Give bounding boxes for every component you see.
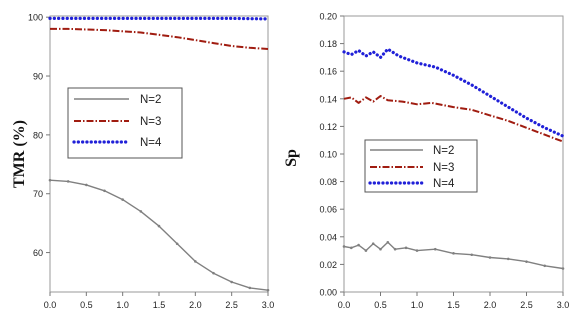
sp-x-tick-label: 0.0 xyxy=(338,300,351,310)
tmr-series-line-n2 xyxy=(49,179,269,291)
tmr-data-point-n2 xyxy=(194,260,197,263)
tmr-x-tick-label: 3.0 xyxy=(262,300,275,310)
tmr-data-point-n2 xyxy=(48,178,52,182)
sp-y-tick-label: 0.06 xyxy=(319,205,337,215)
sp-x-tick-label: 3.0 xyxy=(557,300,570,310)
tmr-data-point-n2 xyxy=(121,198,124,201)
tmr-x-tick-label: 2.0 xyxy=(189,300,202,310)
tmr-x-tick-label: 2.5 xyxy=(225,300,238,310)
sp-data-point-n2 xyxy=(488,256,492,259)
tmr-data-point-n2 xyxy=(66,180,70,183)
sp-y-tick-label: 0.08 xyxy=(319,177,337,187)
sp-x-tick-label: 2.0 xyxy=(484,300,497,310)
sp-data-point-n2 xyxy=(357,243,360,247)
tmr-y-tick-label: 60 xyxy=(33,248,43,258)
tmr-x-tick-label: 0.5 xyxy=(80,300,93,310)
sp-y-tick-label: 0.20 xyxy=(319,12,337,22)
sp-legend-label-n2: N=2 xyxy=(433,145,454,157)
tmr-data-point-n2 xyxy=(85,183,88,187)
sp-series-group xyxy=(342,47,565,270)
tmr-axis-ticks: 0.0 0.5 1.0 1.5 2.0 2.5 3.0 60 70 80 90 100 xyxy=(28,13,274,310)
tmr-data-point-n2 xyxy=(230,280,233,284)
sp-data-point-n2 xyxy=(404,246,408,250)
tmr-y-tick-label: 80 xyxy=(33,130,43,140)
sp-data-point-n2 xyxy=(561,267,565,270)
sp-y-tick-label: 0.16 xyxy=(319,67,337,77)
sp-data-point-n2 xyxy=(350,246,353,250)
sp-x-tick-label: 0.5 xyxy=(374,300,387,310)
sp-data-point-n2 xyxy=(433,247,437,251)
sp-chart-panel: Sp 0.0 0.5 1.0 1.5 2.0 2.5 3.0 0.00 0.02 0.04 0.06… xyxy=(283,12,569,311)
sp-data-point-n2 xyxy=(525,260,528,263)
tmr-y-tick-label: 70 xyxy=(33,189,43,199)
sp-series-line-n3 xyxy=(343,95,564,143)
sp-y-tick-label: 0.04 xyxy=(319,232,337,242)
tmr-series-line-n4 xyxy=(48,16,270,21)
sp-data-point-n2 xyxy=(386,241,390,244)
sp-legend: N=2 N=3 N=4 xyxy=(364,139,478,193)
tmr-data-point-n2 xyxy=(175,242,179,246)
sp-x-tick-label: 2.5 xyxy=(520,300,533,310)
tmr-y-axis-label: TMR (%) xyxy=(11,120,28,188)
sp-x-tick-label: 1.5 xyxy=(447,300,460,310)
sp-y-tick-label: 0.18 xyxy=(319,39,337,49)
tmr-data-point-n2 xyxy=(212,271,215,275)
sp-legend-label-n3: N=3 xyxy=(433,162,454,174)
tmr-legend-label-n3: N=3 xyxy=(140,116,161,128)
sp-y-tick-label: 0.00 xyxy=(319,288,337,298)
sp-data-point-n2 xyxy=(415,249,419,252)
sp-data-point-n2 xyxy=(379,247,382,251)
tmr-data-point-n2 xyxy=(157,224,161,228)
tmr-chart-panel: TMR (%) 0.0 0.5 1.0 1.5 2.0 2.5 3.0 60 70 80 90 100… xyxy=(11,13,274,310)
sp-y-tick-label: 0.02 xyxy=(319,260,337,270)
sp-data-point-n2 xyxy=(543,264,547,268)
sp-data-point-n2 xyxy=(470,253,474,257)
tmr-data-point-n2 xyxy=(139,210,143,213)
sp-data-point-n2 xyxy=(506,257,510,261)
tmr-series-group xyxy=(48,16,270,292)
tmr-x-tick-label: 1.5 xyxy=(153,300,166,310)
tmr-x-tick-label: 0.0 xyxy=(44,300,57,310)
sp-series-line-n4 xyxy=(342,47,565,138)
sp-data-point-n2 xyxy=(393,247,397,251)
sp-data-point-n2 xyxy=(342,245,346,248)
tmr-x-tick-label: 1.0 xyxy=(116,300,129,310)
tmr-y-tick-label: 90 xyxy=(33,72,43,82)
tmr-legend-label-n4: N=4 xyxy=(140,137,162,149)
tmr-data-point-n2 xyxy=(103,189,106,193)
sp-series-line-n2 xyxy=(343,241,564,270)
sp-legend-label-n4: N=4 xyxy=(433,178,455,190)
tmr-y-tick-label: 100 xyxy=(28,13,43,23)
tmr-legend: N=2 N=3 N=4 xyxy=(67,87,183,159)
sp-x-tick-label: 1.0 xyxy=(411,300,424,310)
sp-data-point-n2 xyxy=(364,249,368,252)
sp-y-tick-label: 0.10 xyxy=(319,150,337,160)
sp-y-tick-label: 0.14 xyxy=(319,94,337,104)
sp-data-point-n2 xyxy=(452,252,455,255)
tmr-legend-label-n2: N=2 xyxy=(140,94,161,106)
tmr-series-line-n3 xyxy=(50,27,269,50)
tmr-data-point-n2 xyxy=(248,286,252,290)
tmr-data-point-n2 xyxy=(266,288,270,292)
sp-y-axis-label: Sp xyxy=(283,149,300,167)
sp-data-point-n2 xyxy=(371,242,375,245)
sp-y-tick-label: 0.12 xyxy=(319,122,337,132)
sp-axis-ticks: 0.0 0.5 1.0 1.5 2.0 2.5 3.0 0.00 0.02 0.04 0.06 0.0… xyxy=(319,12,569,311)
